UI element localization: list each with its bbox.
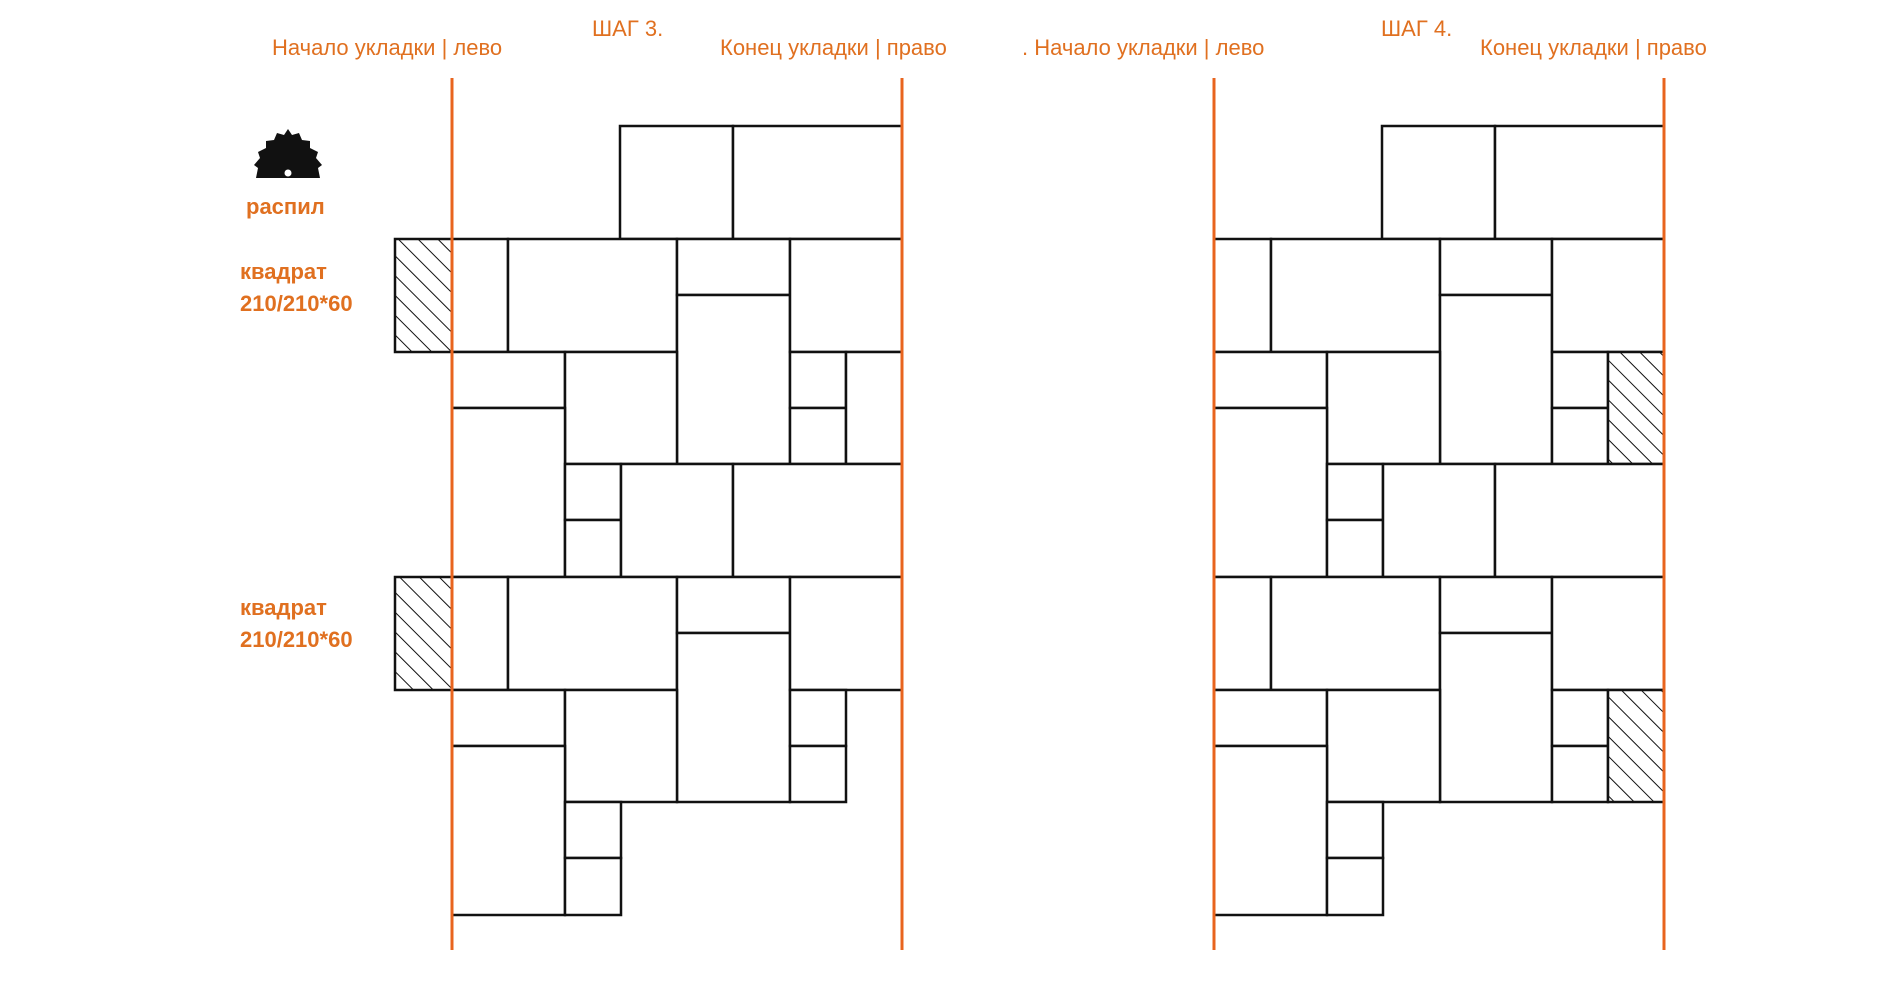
end-label: Конец укладки | право <box>1480 35 1707 60</box>
tile <box>450 744 567 917</box>
end-label: Конец укладки | право <box>720 35 947 60</box>
tile <box>731 462 904 579</box>
tile <box>1212 406 1329 579</box>
tile <box>1493 462 1666 579</box>
tile-pattern <box>393 124 904 917</box>
tile <box>1325 800 1385 860</box>
square-label-line1: квадрат <box>240 595 327 620</box>
tile <box>506 237 679 354</box>
tile <box>1380 124 1497 241</box>
step-label: ШАГ 4. <box>1381 16 1452 41</box>
tile <box>675 631 792 804</box>
tile <box>1212 744 1329 917</box>
step-4-diagram: ШАГ 4. . Начало укладки | лево Конец укл… <box>1022 16 1707 950</box>
tile <box>1325 462 1385 522</box>
tile <box>675 237 792 297</box>
tile <box>1269 575 1442 692</box>
tile <box>788 237 904 354</box>
tile <box>618 124 735 241</box>
tile <box>1325 856 1385 917</box>
tile <box>450 237 510 354</box>
step-3-diagram: ШАГ 3. Начало укладки | лево Конец уклад… <box>272 16 947 950</box>
cut-tile <box>393 575 454 692</box>
tile <box>844 350 904 466</box>
tile <box>1493 124 1666 241</box>
tile <box>450 350 567 410</box>
step-label: ШАГ 3. <box>592 16 663 41</box>
tile <box>1325 350 1442 466</box>
tile <box>1269 237 1442 354</box>
tile <box>1550 688 1610 748</box>
tile <box>1550 575 1666 692</box>
cut-tile <box>1606 688 1666 804</box>
tile <box>506 575 679 692</box>
square-legend-1: квадрат 210/210*60 <box>240 259 353 316</box>
tile <box>619 462 735 579</box>
tile <box>788 406 848 466</box>
tile <box>1212 350 1329 410</box>
tile <box>1438 237 1554 297</box>
tile <box>450 406 567 579</box>
tile <box>675 293 792 466</box>
tile <box>788 688 848 748</box>
tile <box>731 124 904 241</box>
tile-pattern <box>1212 124 1666 917</box>
tile <box>1325 688 1442 804</box>
tile <box>450 575 510 692</box>
square-label-line2: 210/210*60 <box>240 291 353 316</box>
square-legend-2: квадрат 210/210*60 <box>240 595 353 652</box>
tile <box>563 462 623 522</box>
tile <box>1550 237 1666 354</box>
tile <box>1438 293 1554 466</box>
square-label-line1: квадрат <box>240 259 327 284</box>
tile <box>1381 462 1497 579</box>
tile <box>1212 575 1273 692</box>
tile <box>563 350 679 466</box>
tile <box>788 744 848 804</box>
tile <box>675 575 792 635</box>
saw-legend: распил <box>246 129 325 219</box>
cut-tile <box>393 237 454 354</box>
saw-label: распил <box>246 194 325 219</box>
tile <box>1212 688 1329 748</box>
tile <box>1550 406 1610 466</box>
tile <box>788 575 904 692</box>
cut-tile <box>1606 350 1666 466</box>
tile <box>1325 518 1385 579</box>
tile <box>563 856 623 917</box>
tile <box>563 688 679 804</box>
tile <box>450 688 567 748</box>
tile <box>1550 350 1610 410</box>
tile <box>1438 631 1554 804</box>
tile <box>563 518 623 579</box>
circular-saw-blade-icon <box>254 129 322 178</box>
tile <box>788 350 848 410</box>
tile <box>1212 237 1273 354</box>
tile <box>1550 744 1610 804</box>
square-label-line2: 210/210*60 <box>240 627 353 652</box>
tile <box>563 800 623 860</box>
start-label: Начало укладки | лево <box>272 35 502 60</box>
tile <box>1438 575 1554 635</box>
start-label: . Начало укладки | лево <box>1022 35 1264 60</box>
